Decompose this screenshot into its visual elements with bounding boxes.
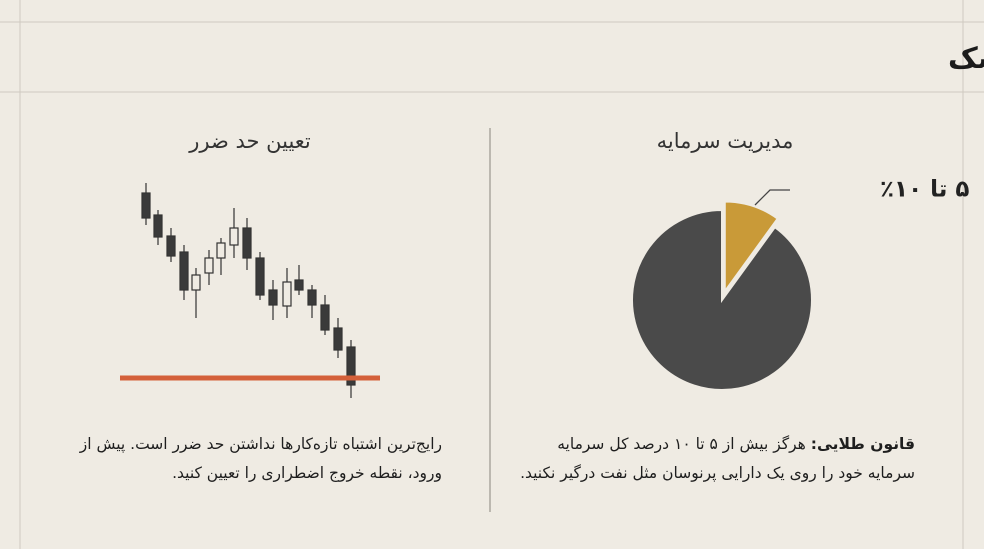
candle-body: [307, 289, 317, 306]
candle-body: [229, 227, 239, 246]
slice-label: ۵ تا ۱۰٪: [880, 177, 969, 203]
stop-loss-text: رایج‌ترین اشتباه تازه‌کارها نداشتن حد ضر…: [79, 435, 442, 482]
rule-label: قانون طلایی:: [810, 435, 915, 453]
panel-title: مدیریت سرمایه: [657, 129, 794, 153]
candle-body: [141, 192, 151, 219]
page-title: الفبای بقا: مدیریت سرمایه و ریسک: [948, 41, 984, 75]
candle-body: [216, 242, 226, 259]
pie-slice: [723, 200, 780, 295]
candle-body: [346, 346, 356, 386]
candle-body: [294, 279, 304, 291]
candle-body: [242, 227, 252, 259]
candle-body: [153, 214, 163, 238]
golden-rule: قانون طلایی: هرگز بیش از ۵ تا ۱۰ درصد کل…: [510, 430, 915, 488]
candle-body: [204, 257, 214, 274]
candle-body: [179, 251, 189, 291]
leader-line: [754, 189, 790, 206]
candle-body: [166, 235, 176, 257]
candle-body: [191, 274, 201, 291]
candle-body: [255, 257, 265, 296]
pie: [631, 200, 813, 391]
candle-body: [333, 327, 343, 351]
candle-body: [268, 289, 278, 306]
rule-text: هرگز بیش از ۵ تا ۱۰ درصد کل سرمایه سرمای…: [520, 435, 915, 482]
panel-title: تعیین حد ضرر: [188, 129, 311, 153]
candlestick-illustration: [141, 183, 356, 398]
pie-slice: [631, 208, 813, 391]
candle-body: [320, 304, 330, 331]
candle-body: [282, 281, 292, 307]
